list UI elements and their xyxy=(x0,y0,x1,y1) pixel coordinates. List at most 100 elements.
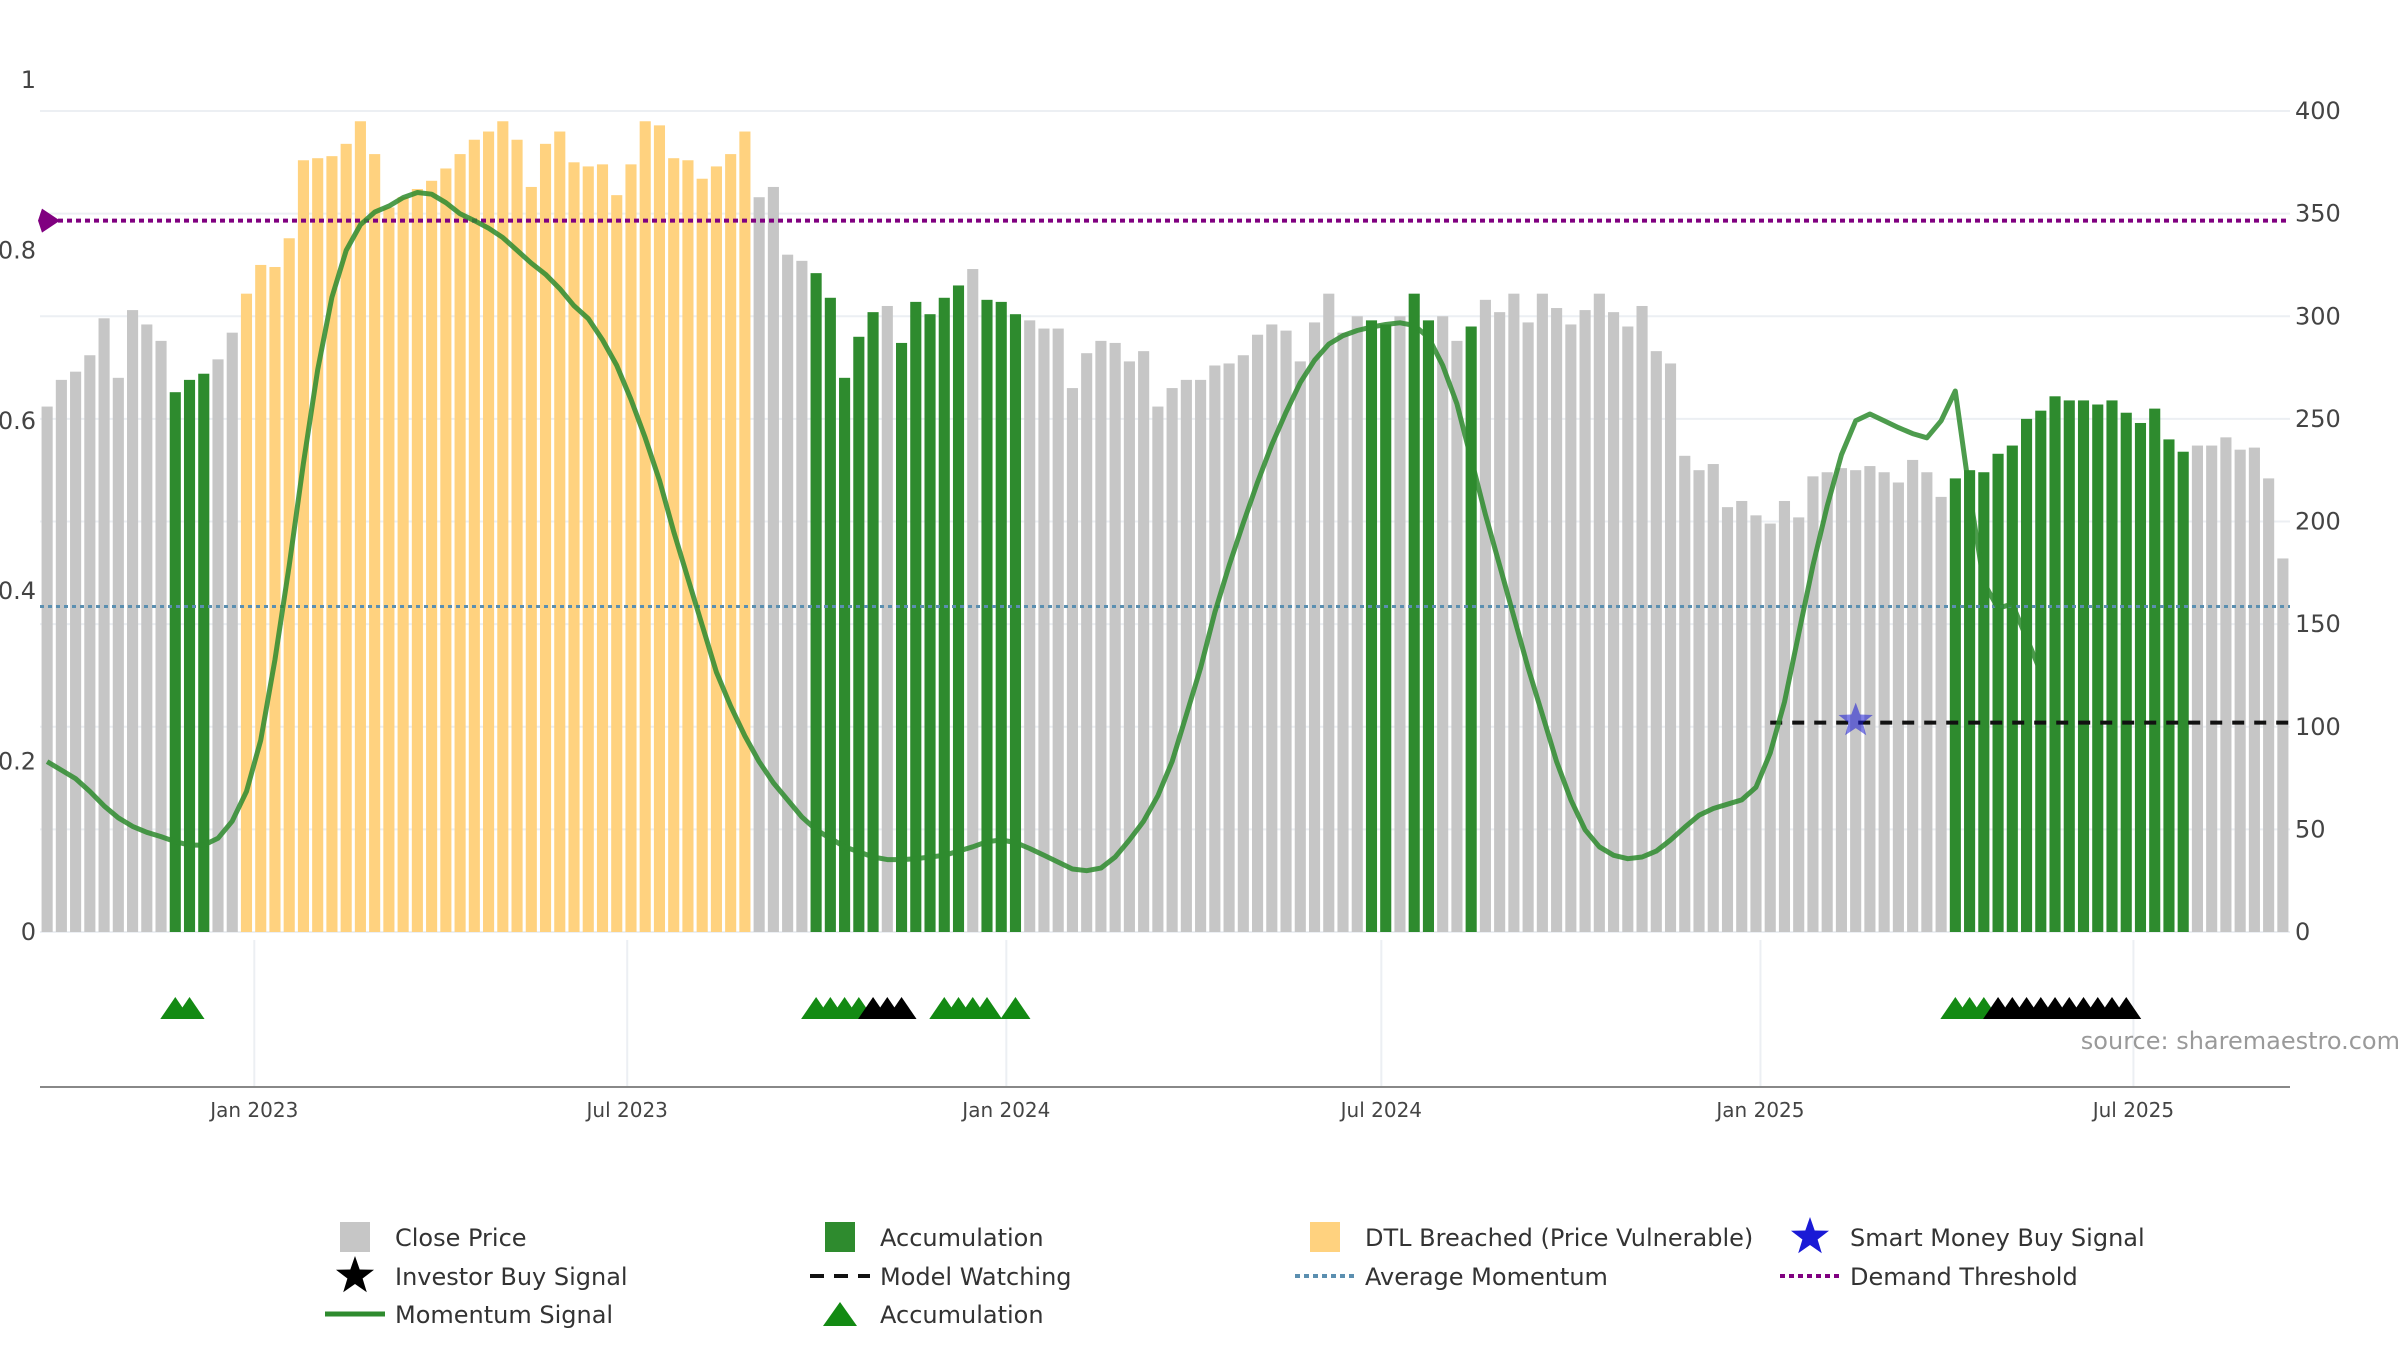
price-bar xyxy=(596,164,609,933)
price-bar xyxy=(1252,334,1264,932)
price-bar xyxy=(1878,472,1890,932)
legend-item: Momentum Signal xyxy=(325,1301,613,1329)
price-bar xyxy=(1437,316,1449,932)
price-bar xyxy=(981,299,993,933)
price-bar xyxy=(1081,353,1093,932)
legend-swatch-triangle xyxy=(823,1302,857,1326)
price-bar xyxy=(824,297,836,933)
price-bar xyxy=(255,264,267,932)
price-bar xyxy=(2077,400,2090,933)
price-bar xyxy=(1351,316,1363,932)
price-bar xyxy=(1964,470,1976,932)
price-bar xyxy=(1294,361,1306,932)
price-bar xyxy=(98,318,110,932)
price-bar xyxy=(383,207,395,932)
price-bar xyxy=(1921,472,1933,932)
y-left-tick-label: 1 xyxy=(21,66,36,94)
price-bar xyxy=(2106,400,2118,933)
x-tick-label: Jan 2024 xyxy=(960,1098,1050,1122)
price-bar xyxy=(767,186,779,932)
price-bar xyxy=(1237,355,1249,932)
price-bar xyxy=(1323,293,1335,932)
price-bar xyxy=(682,160,694,932)
price-bar xyxy=(1636,305,1648,932)
price-bar xyxy=(1009,314,1022,932)
legend-item: Investor Buy Signal xyxy=(336,1256,628,1293)
price-bar xyxy=(1408,293,1420,932)
price-bar xyxy=(910,301,922,932)
accumulation-triangle-black xyxy=(2111,997,2142,1019)
legend-item: Average Momentum xyxy=(1295,1263,1608,1291)
price-bar xyxy=(2020,418,2033,932)
price-bar xyxy=(169,392,181,932)
price-bar xyxy=(1764,523,1776,932)
price-bar xyxy=(2006,445,2018,932)
price-bar xyxy=(653,125,666,933)
legend-item: Accumulation xyxy=(823,1301,1044,1329)
price-bar xyxy=(1679,455,1691,932)
price-bar xyxy=(582,166,594,933)
legend-swatch-star xyxy=(1791,1217,1829,1254)
price-bar xyxy=(1451,340,1463,932)
price-bar xyxy=(1551,308,1563,932)
price-bar xyxy=(240,293,253,932)
price-bar xyxy=(1209,365,1221,932)
legend-label: Momentum Signal xyxy=(395,1301,613,1329)
price-bar xyxy=(810,273,822,933)
price-bar xyxy=(1066,388,1078,932)
legend-item: Smart Money Buy Signal xyxy=(1791,1217,2145,1254)
price-bar xyxy=(1109,342,1121,932)
price-bar xyxy=(411,188,423,932)
y-right-tick-label: 200 xyxy=(2295,508,2341,536)
price-bar xyxy=(639,121,651,932)
price-bar xyxy=(55,379,67,932)
price-bar xyxy=(1166,388,1178,932)
price-bar xyxy=(440,168,452,933)
price-bar xyxy=(525,186,537,932)
accumulation-triangle-green xyxy=(174,997,205,1019)
momentum-signal-line xyxy=(45,190,2044,874)
price-bar xyxy=(326,156,338,932)
price-bar xyxy=(2120,412,2132,932)
price-bar xyxy=(127,310,139,932)
price-bar xyxy=(1266,324,1278,933)
price-bar xyxy=(141,324,153,933)
y-right-tick-label: 150 xyxy=(2295,610,2341,638)
legend-label: Accumulation xyxy=(880,1224,1044,1252)
legend-item: Demand Threshold xyxy=(1780,1263,2078,1291)
price-bar xyxy=(1422,320,1435,933)
price-bar xyxy=(710,166,722,933)
price-bar xyxy=(2206,445,2218,932)
price-bar xyxy=(668,158,680,932)
x-tick-label: Jan 2023 xyxy=(208,1098,298,1122)
price-bar xyxy=(354,121,366,932)
legend-label: Demand Threshold xyxy=(1850,1263,2078,1291)
price-bar xyxy=(269,266,281,932)
smart-money-buy-signal xyxy=(1838,702,1873,736)
price-bar xyxy=(625,164,637,933)
price-bar xyxy=(2049,396,2061,932)
price-bar xyxy=(70,371,82,933)
price-bar xyxy=(739,131,751,932)
price-bar xyxy=(483,131,495,932)
price-bar xyxy=(995,301,1007,932)
price-bar xyxy=(1750,515,1762,932)
legend-swatch-square xyxy=(1310,1222,1340,1252)
legend-item: Model Watching xyxy=(810,1263,1072,1291)
price-bar xyxy=(1052,328,1064,932)
price-bar xyxy=(369,154,381,933)
legend-label: DTL Breached (Price Vulnerable) xyxy=(1365,1224,1753,1252)
price-bar xyxy=(1707,464,1719,932)
legend-item: Accumulation xyxy=(825,1222,1044,1252)
price-bar xyxy=(2191,445,2203,932)
price-bar xyxy=(568,162,580,932)
price-bar xyxy=(468,139,480,933)
price-bar xyxy=(1380,324,1392,933)
y-right-tick-label: 100 xyxy=(2295,713,2341,741)
price-bar xyxy=(2092,404,2104,932)
price-bar xyxy=(1892,482,1904,932)
price-bar xyxy=(1308,322,1321,933)
price-bar xyxy=(226,332,238,932)
price-bar xyxy=(1864,466,1876,932)
source-watermark: source: sharemaestro.com xyxy=(2081,1027,2400,1055)
